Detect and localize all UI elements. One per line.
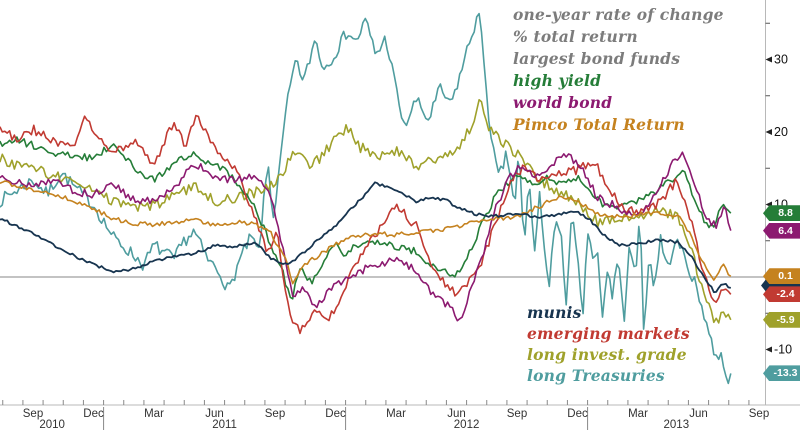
series-emerging-markets <box>0 114 732 335</box>
x-month-label: Dec <box>325 408 346 420</box>
x-year-label: 2011 <box>212 419 237 431</box>
end-badge-world-bond: 6.4 <box>763 222 800 239</box>
legend-item-munis: munis <box>527 303 582 322</box>
series-world-bond <box>0 151 732 322</box>
series-long-treasuries <box>0 12 732 385</box>
x-month-label: Mar <box>386 408 406 420</box>
x-year-label: 2013 <box>663 419 690 431</box>
x-year-label: 2010 <box>39 419 65 431</box>
y-tick-label: 20 <box>774 125 788 139</box>
x-month-label: Dec <box>83 408 104 420</box>
x-month-label: Jun <box>689 408 708 420</box>
y-tick-label: 30 <box>774 53 788 67</box>
y-tick-label: -10 <box>774 343 792 357</box>
x-month-label: Sep <box>506 408 528 420</box>
end-badge-pimco-total-return: 0.1 <box>763 268 800 285</box>
legend-top: one-year rate of change % total return l… <box>513 4 724 136</box>
end-badge-long-invest-grade: -5.9 <box>763 311 800 328</box>
end-badge-high-yield: 8.8 <box>763 205 800 222</box>
legend-title-line-1: one-year rate of change <box>513 5 724 24</box>
legend-item-emerging-markets: emerging markets <box>527 324 690 343</box>
legend-item-world-bond: world bond <box>513 93 613 112</box>
end-badge-long-treasuries: -13.3 <box>763 365 800 382</box>
series-pimco-total-return <box>0 180 732 285</box>
x-month-label: Sep <box>748 408 770 420</box>
series-munis <box>0 181 731 294</box>
legend-item-long-treasuries: long Treasuries <box>527 366 665 385</box>
series-long-invest-grade <box>0 99 732 324</box>
legend-item-pimco-total-return: Pimco Total Return <box>513 115 685 134</box>
x-month-label: Dec <box>567 408 588 420</box>
legend-bottom: munis emerging markets long invest. grad… <box>527 302 690 386</box>
x-year-label: 2012 <box>453 419 480 431</box>
legend-title-line-2: % total return <box>513 27 638 46</box>
x-month-label: Sep <box>264 408 286 420</box>
x-month-label: Jun <box>205 408 224 420</box>
y-tick-arrow <box>765 56 772 63</box>
y-tick-arrow <box>765 346 772 353</box>
legend-item-high-yield: high yield <box>513 71 602 90</box>
y-tick-arrow <box>765 129 772 135</box>
x-month-label: Mar <box>144 408 164 420</box>
legend-item-long-invest-grade: long invest. grade <box>527 345 687 364</box>
x-month-label: Sep <box>22 408 44 420</box>
x-month-label: Mar <box>628 408 648 420</box>
x-month-label: Jun <box>447 408 466 420</box>
legend-title-line-3: largest bond funds <box>513 49 681 68</box>
end-badge-emerging-markets: -2.4 <box>763 286 800 303</box>
